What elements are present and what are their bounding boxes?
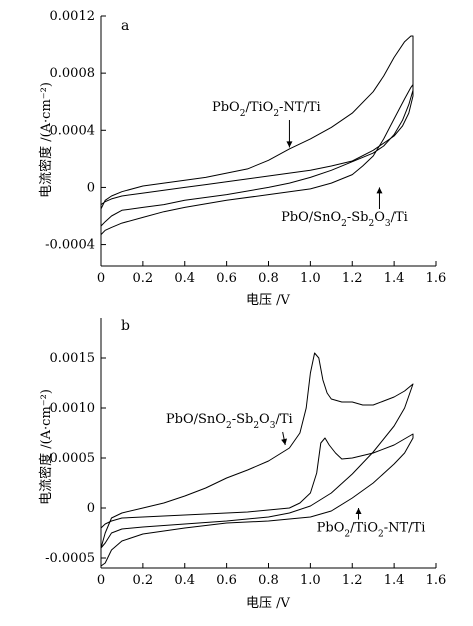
cv-curve-1	[100, 352, 414, 549]
y-tick-label: 0.0010	[50, 401, 96, 416]
x-tick-label: 1.0	[300, 271, 321, 286]
cv-curve-2	[100, 433, 414, 567]
annotation-arrowhead	[286, 141, 293, 148]
y-tick-label: 0.0004	[50, 123, 96, 138]
x-axis-label: 电压 /V	[246, 293, 291, 308]
x-tick-label: 1.6	[426, 271, 447, 286]
x-tick-label: 1.4	[384, 573, 405, 588]
panel-label: a	[121, 18, 129, 34]
panel-label: b	[121, 318, 130, 334]
x-tick-label: 1.4	[384, 271, 405, 286]
x-tick-label: 0.4	[174, 271, 195, 286]
annotation-label: PbO2/TiO2-NT/Ti	[317, 521, 426, 540]
panel-a: 0 0.2 0.4 0.6 0.8 1.0 1.2 1.4 1.6 -0.0004 0 0.0004 0…	[38, 9, 446, 308]
annotation-label: PbO/SnO2-Sb2O3/Ti	[281, 210, 408, 229]
cv-curve-1	[100, 35, 414, 210]
x-tick-label: 0.4	[174, 573, 195, 588]
y-tick-label: 0.0012	[50, 9, 96, 24]
annotation-label: PbO2/TiO2-NT/Ti	[212, 100, 321, 119]
panel-b: 0 0.2 0.4 0.6 0.8 1.0 1.2 1.4 1.6-0.000500.00050…	[38, 318, 446, 611]
y-tick-label: 0	[87, 501, 95, 516]
x-tick-label: 1.6	[426, 573, 447, 588]
x-tick-label: 1.0	[300, 573, 321, 588]
y-tick-label: 0.0005	[50, 451, 96, 466]
annotation-label: PbO/SnO2-Sb2O3/Ti	[166, 412, 293, 431]
x-tick-label: 0.8	[258, 271, 279, 286]
y-axis-label: 电流密度 /(A·cm⁻²)	[38, 389, 54, 505]
cv-curve-2	[100, 84, 414, 235]
y-tick-label: 0.0008	[50, 66, 96, 81]
y-tick-label: -0.0004	[45, 238, 95, 253]
annotation-arrowhead	[355, 508, 362, 514]
x-tick-label: 1.2	[342, 573, 363, 588]
x-tick-label: 0.8	[258, 573, 279, 588]
x-tick-label: 0.6	[216, 271, 237, 286]
y-tick-label: 0	[87, 180, 95, 195]
x-axis-label: 电压 /V	[246, 596, 291, 611]
y-tick-label: 0.0015	[50, 351, 96, 366]
x-tick-label: 0.2	[133, 271, 154, 286]
x-tick-label: 0	[97, 271, 105, 286]
annotation-arrowhead	[281, 438, 288, 445]
x-tick-label: 0	[97, 573, 105, 588]
x-tick-label: 0.2	[133, 573, 154, 588]
y-axis-label: 电流密度 /(A·cm⁻²)	[38, 82, 54, 198]
y-tick-label: -0.0005	[45, 551, 95, 566]
x-tick-label: 0.6	[216, 573, 237, 588]
x-tick-label: 1.2	[342, 271, 363, 286]
annotation-arrowhead	[376, 187, 383, 194]
